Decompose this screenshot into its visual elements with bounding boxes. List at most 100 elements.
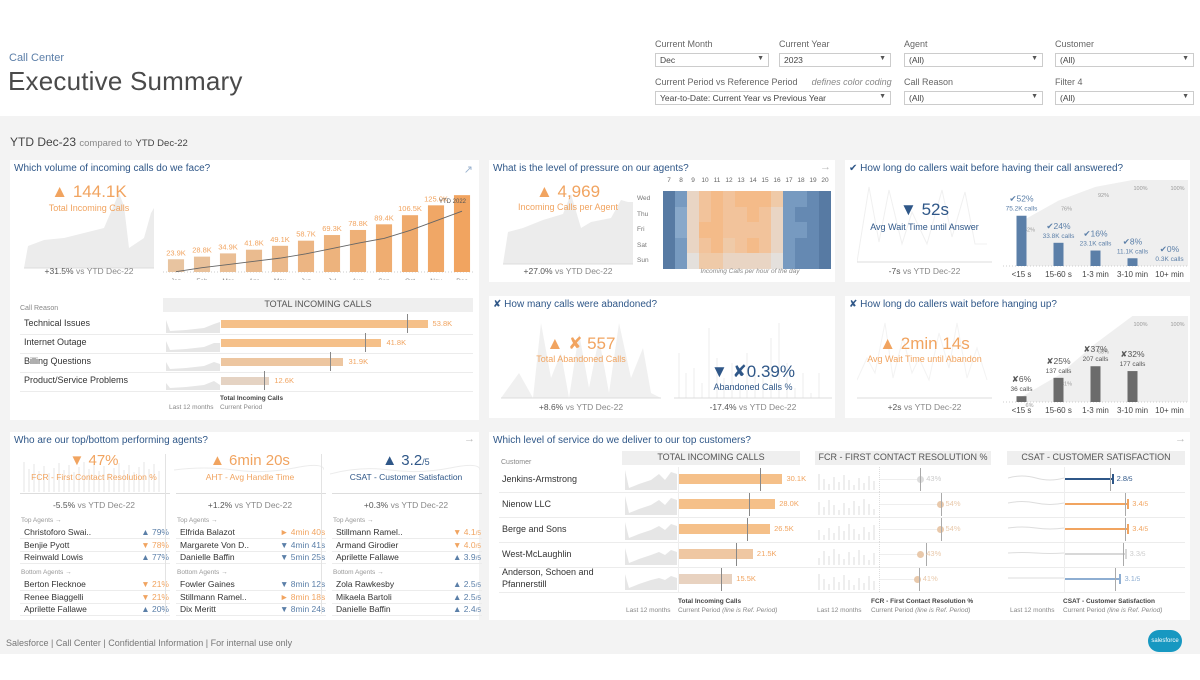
arrow-right-icon[interactable]: → bbox=[464, 433, 475, 445]
compared-to: compared to bbox=[79, 138, 133, 149]
customer-name[interactable]: Anderson, Schoen and Pfannerstill bbox=[502, 567, 594, 589]
delta-ref: vs YTD Dec-22 bbox=[390, 500, 449, 510]
top-agents-link[interactable]: Top Agents → bbox=[177, 517, 218, 524]
customer-name[interactable]: Nienow LLC bbox=[502, 499, 552, 509]
agent-name[interactable]: Mikaela Bartoli bbox=[336, 591, 392, 602]
customer-calls-sparkline bbox=[625, 470, 677, 490]
heatmap-cell bbox=[735, 253, 747, 269]
heatmap-cell bbox=[699, 237, 711, 253]
agent-name[interactable]: Fowler Gaines bbox=[180, 579, 235, 589]
kpi-label: Avg Wait Time until Abandon bbox=[867, 354, 982, 364]
heatmap-cell bbox=[663, 222, 675, 238]
heatmap-cell bbox=[699, 253, 711, 269]
period-select[interactable]: Year-to-Date: Current Year vs Previous Y… bbox=[655, 91, 891, 105]
filter-label: Current Month bbox=[655, 39, 713, 49]
agent-name[interactable]: Danielle Baffin bbox=[180, 552, 235, 562]
filter-4-select[interactable]: (All) ▼ bbox=[1055, 91, 1194, 105]
select-value: (All) bbox=[909, 93, 925, 103]
heatmap-cell bbox=[819, 253, 831, 269]
customer-name[interactable]: West-McLaughlin bbox=[502, 549, 572, 559]
agent-name[interactable]: Christoforo Swai.. bbox=[24, 527, 92, 537]
cumulative-label: 92% bbox=[1098, 193, 1109, 199]
agent-name[interactable]: Elfrida Balazot bbox=[180, 527, 235, 537]
reference-marker bbox=[1125, 493, 1127, 516]
delta-value: -5.5% bbox=[52, 500, 76, 510]
agent-name[interactable]: Aprilette Fallawe bbox=[24, 604, 87, 614]
agent-name[interactable]: Benjie Pyott bbox=[24, 539, 70, 550]
customer-calls-bar bbox=[679, 499, 776, 509]
wait-answer-sparkline bbox=[857, 186, 992, 263]
agent-name[interactable]: Reinwald Lowis bbox=[24, 552, 84, 562]
x-tick-label: 1-3 min bbox=[1082, 406, 1109, 415]
hour-label: 14 bbox=[749, 177, 757, 184]
agent-value-unit: /5 bbox=[475, 582, 481, 589]
reference-marker bbox=[1125, 518, 1127, 541]
column-divider bbox=[165, 454, 166, 614]
kpi-delta: +0.3% vs YTD Dec-22 bbox=[326, 500, 486, 510]
fcr-label: 54% bbox=[945, 499, 961, 508]
agent-name[interactable]: Stillmann Ramel.. bbox=[180, 591, 247, 602]
delta-ref: vs YTD Dec-22 bbox=[903, 402, 962, 412]
customer-name[interactable]: Jenkins-Armstrong bbox=[502, 474, 578, 484]
heatmap-cell bbox=[687, 253, 699, 269]
agent-kpi-sparkline bbox=[330, 464, 480, 475]
heatmap-cell bbox=[747, 206, 759, 222]
kpi-label: Abandoned Calls % bbox=[713, 382, 793, 392]
fcr-label: 43% bbox=[926, 474, 942, 483]
x-tick-label: 1-3 min bbox=[1082, 270, 1109, 279]
customer-csat-sparkline bbox=[1008, 577, 1064, 579]
kpi-delta: -5.5% vs YTD Dec-22 bbox=[14, 500, 174, 510]
reference-marker bbox=[920, 468, 922, 491]
current-year-select[interactable]: 2023 ▼ bbox=[779, 53, 891, 67]
heatmap-cell bbox=[807, 206, 819, 222]
footer-csat-label: CSAT - Customer Satisfaction bbox=[1063, 598, 1155, 605]
bar-value-label: 106.5K bbox=[398, 204, 422, 213]
customer-select[interactable]: (All) ▼ bbox=[1055, 53, 1194, 67]
agent-name[interactable]: Aprilette Fallawe bbox=[336, 552, 399, 562]
agent-name[interactable]: Stillmann Ramel.. bbox=[336, 527, 403, 537]
fcr-label: 43% bbox=[926, 549, 942, 558]
heatmap-cell bbox=[771, 191, 783, 207]
filter-agent: Agent (All) ▼ bbox=[904, 39, 1043, 67]
trend-icon[interactable]: ↗ bbox=[463, 164, 473, 176]
agent-name[interactable]: Berton Flecknoe bbox=[24, 579, 86, 589]
heatmap-cell bbox=[699, 206, 711, 222]
delta-ref: vs YTD Dec-22 bbox=[77, 500, 136, 510]
customer-csat-sparkline bbox=[1008, 475, 1064, 481]
heatmap-cell bbox=[675, 222, 687, 238]
card-title: Which level of service do we deliver to … bbox=[493, 435, 751, 446]
agent-name[interactable]: Danielle Baffin bbox=[336, 604, 391, 614]
agent-name[interactable]: Renee Biaggelli bbox=[24, 591, 84, 602]
call-reason-header: Call Reason bbox=[20, 305, 59, 312]
breadcrumb[interactable]: Call Center bbox=[9, 52, 65, 64]
bar-pct-label: ✔8% bbox=[1123, 236, 1143, 246]
arrow-right-icon[interactable]: → bbox=[1175, 433, 1186, 445]
agent-name[interactable]: Zola Rawkesby bbox=[336, 579, 395, 589]
bottom-agents-link[interactable]: Bottom Agents → bbox=[21, 569, 72, 576]
select-value: Year-to-Date: Current Year vs Previous Y… bbox=[660, 93, 827, 103]
bottom-agents-link[interactable]: Bottom Agents → bbox=[177, 569, 228, 576]
hour-label: 20 bbox=[821, 177, 829, 184]
bottom-agents-link[interactable]: Bottom Agents → bbox=[333, 569, 384, 576]
agent-value: ▼ 8min 12s bbox=[280, 579, 325, 589]
bar-count-label: 0.3K calls bbox=[1155, 256, 1184, 263]
customer-fcr-sparkline bbox=[818, 499, 875, 515]
top-agents-link[interactable]: Top Agents → bbox=[333, 517, 374, 524]
kpi-label: Incoming Calls per Agent bbox=[517, 202, 619, 212]
agent-name[interactable]: Margarete Von D.. bbox=[180, 539, 249, 550]
col-sep bbox=[879, 567, 880, 592]
call-reason-select[interactable]: (All) ▼ bbox=[904, 91, 1043, 105]
reference-marker bbox=[330, 352, 332, 371]
agent-name[interactable]: Dix Meritt bbox=[180, 604, 216, 614]
agent-select[interactable]: (All) ▼ bbox=[904, 53, 1043, 67]
csat-label: 2.8/5 bbox=[1117, 474, 1133, 483]
current-month-select[interactable]: Dec ▼ bbox=[655, 53, 769, 67]
x-tick-label: May bbox=[274, 278, 287, 280]
csat-label: 3.3/5 bbox=[1130, 549, 1146, 558]
arrow-right-icon[interactable]: → bbox=[820, 161, 831, 173]
agent-name[interactable]: Armand Girodier bbox=[336, 539, 399, 550]
reference-marker bbox=[1109, 468, 1111, 491]
row-divider bbox=[176, 615, 326, 616]
customer-name[interactable]: Berge and Sons bbox=[502, 524, 567, 534]
top-agents-link[interactable]: Top Agents → bbox=[21, 517, 62, 524]
